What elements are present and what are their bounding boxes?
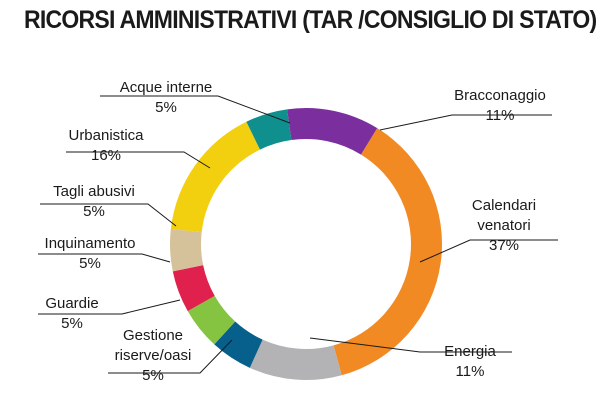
slice-inquinamento: [172, 265, 215, 312]
chart-title: RICORSI AMMINISTRATIVI (TAR /CONSIGLIO D…: [24, 6, 597, 34]
slice-urbanistica: [170, 121, 260, 233]
slice-value-energia: 11%: [456, 363, 485, 380]
slice-name-bracconaggio: Bracconaggio: [454, 87, 546, 104]
leader-line-calendari-venatori: [419, 239, 558, 263]
leader-line-acque-interne: [100, 95, 291, 124]
slice-label-gestione-riserve-oasi: Gestione riserve/oasi 5%: [115, 327, 192, 384]
leader-line-urbanistica: [66, 151, 211, 169]
slice-name-calendari-venatori: Calendari: [472, 197, 536, 214]
slice-label-guardie: Guardie 5%: [45, 295, 98, 332]
slice-tagli-abusivi: [170, 228, 204, 272]
slice-value-gestione-riserve-oasi: 5%: [142, 367, 164, 384]
slice-name-tagli-abusivi: Tagli abusivi: [53, 183, 135, 200]
slice-value-urbanistica: 16%: [91, 147, 121, 164]
slice-name-acque-interne: Acque interne: [120, 79, 213, 96]
slice-value-guardie: 5%: [61, 315, 83, 332]
slice-name-gestione-riserve-oasi: Gestione: [123, 327, 183, 344]
leader-line-energia: [309, 337, 512, 353]
slice-label-calendari-venatori: Calendari venatori 37%: [472, 197, 536, 254]
slice-value-inquinamento: 5%: [79, 255, 101, 272]
leader-line-gestione-riserve-oasi: [108, 339, 233, 374]
slice-gestione-riserve-oasi: [214, 321, 263, 368]
slice-name-gestione-riserve-oasi: riserve/oasi: [115, 347, 192, 364]
slice-label-urbanistica: Urbanistica 16%: [68, 127, 144, 164]
slice-calendari-venatori: [333, 128, 442, 376]
slice-label-acque-interne: Acque interne 5%: [120, 79, 213, 116]
slice-energia: [249, 339, 342, 381]
slice-value-calendari-venatori: 37%: [489, 237, 519, 254]
leader-line-bracconaggio: [379, 114, 552, 131]
leader-line-inquinamento: [38, 253, 171, 263]
slice-value-acque-interne: 5%: [155, 99, 177, 116]
slice-name-guardie: Guardie: [45, 295, 98, 312]
slice-bracconaggio: [287, 108, 378, 155]
slice-label-tagli-abusivi: Tagli abusivi 5%: [53, 183, 135, 220]
slice-name-urbanistica: Urbanistica: [68, 127, 144, 144]
slice-value-tagli-abusivi: 5%: [83, 203, 105, 220]
leader-line-tagli-abusivi: [40, 203, 177, 227]
leader-line-guardie: [38, 299, 181, 315]
slice-guardie: [187, 295, 236, 345]
slice-label-inquinamento: Inquinamento 5%: [45, 235, 136, 272]
slice-label-bracconaggio: Bracconaggio 11%: [454, 87, 546, 124]
slice-name-energia: Energia: [444, 343, 496, 360]
slice-value-bracconaggio: 11%: [486, 107, 515, 124]
slice-name-calendari-venatori: venatori: [477, 217, 530, 234]
slice-label-energia: Energia 11%: [444, 343, 496, 380]
slice-name-inquinamento: Inquinamento: [45, 235, 136, 252]
